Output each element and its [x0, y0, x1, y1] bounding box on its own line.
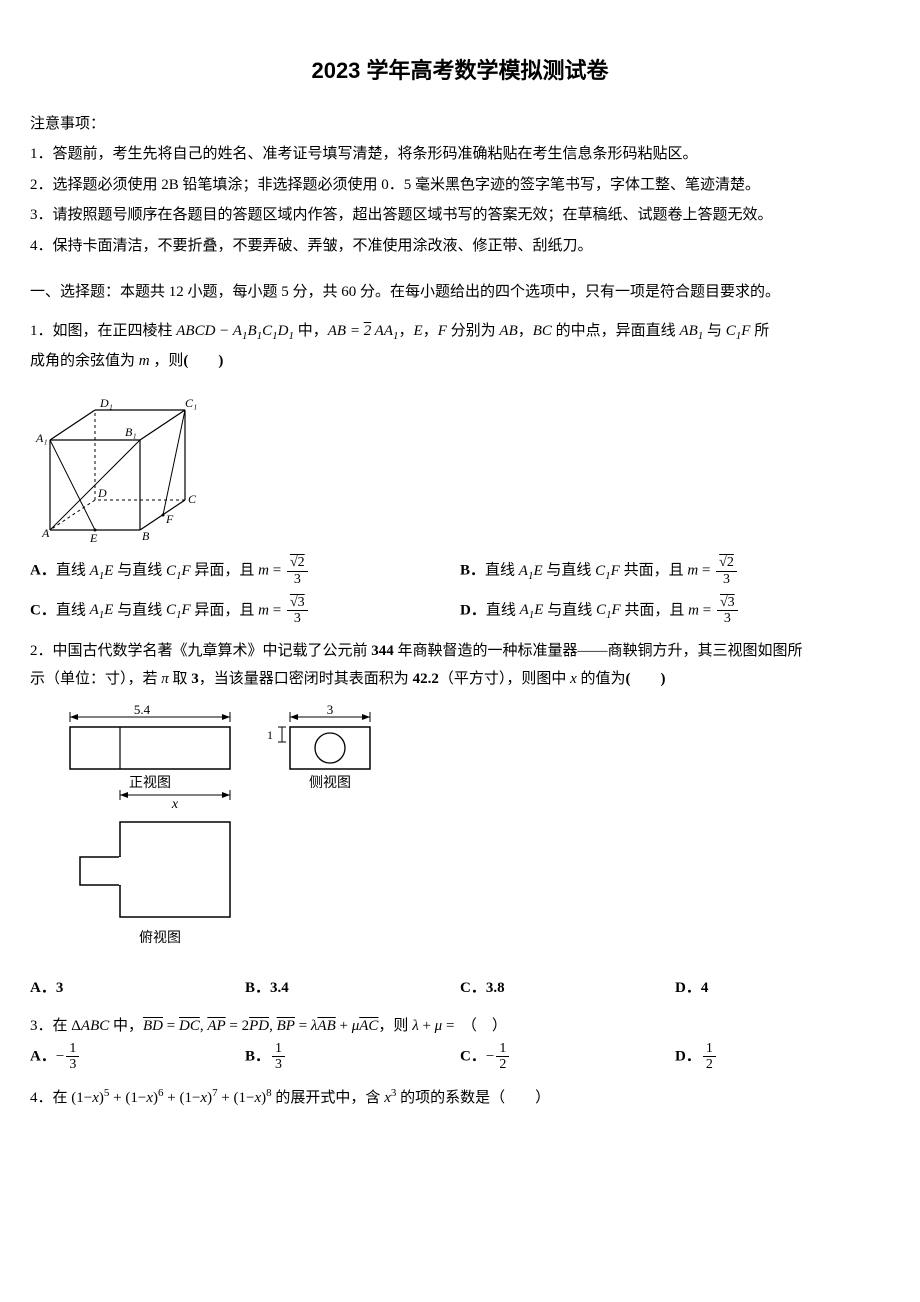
q3-options: A．−13 B．13 C．−12 D．12 [30, 1041, 890, 1073]
q3a-sign: − [56, 1048, 64, 1064]
side-w: 3 [327, 702, 334, 717]
q1-mid1: 中， [294, 323, 328, 339]
q2-opt-c: C．3.8 [460, 974, 675, 1003]
q3-text: 3．在 ΔABC 中，BD = DC, AP = 2PD, BP = λAB +… [30, 1012, 890, 1041]
q3b-den: 3 [272, 1057, 285, 1072]
q1d-num: √3 [720, 595, 735, 610]
q1a-num: √2 [290, 555, 305, 570]
q3c-num: 1 [496, 1041, 509, 1057]
instruction-1: 1．答题前，考生先将自己的姓名、准考证号填写清楚，将条形码准确粘贴在考生信息条形… [30, 140, 890, 169]
q3-opt-c: C．−12 [460, 1041, 675, 1073]
question-4: 4．在 (1−x)5 + (1−x)6 + (1−x)7 + (1−x)8 的展… [30, 1083, 890, 1113]
q4-text: 4．在 (1−x)5 + (1−x)6 + (1−x)7 + (1−x)8 的展… [30, 1083, 890, 1113]
q3c-den: 2 [496, 1057, 509, 1072]
q3b-num: 1 [272, 1041, 285, 1057]
instruction-4: 4．保持卡面清洁，不要折叠，不要弄破、弄皱，不准使用涂改液、修正带、刮纸刀。 [30, 232, 890, 261]
svg-text:F: F [165, 512, 174, 526]
q1d-den: 3 [717, 611, 738, 626]
q3c-sign: − [486, 1048, 494, 1064]
q1-options-row2: C．直线 A1E 与直线 C1F 异面，且 m = √33 D．直线 A1E 与… [30, 595, 890, 627]
q1b-num: √2 [719, 555, 734, 570]
svg-text:A₁: A₁ [35, 431, 48, 445]
q1-opt-b: B．直线 A1E 与直线 C1F 共面，且 m = √23 [460, 555, 890, 587]
q1-opt-c: C．直线 A1E 与直线 C1F 异面，且 m = √33 [30, 595, 460, 627]
q1c-den: 3 [287, 611, 308, 626]
svg-text:A: A [41, 526, 50, 540]
q3-opt-d: D．12 [675, 1041, 890, 1073]
q1-cond: AB = 2 AA1 [328, 323, 399, 339]
q1-opt-a: A．直线 A1E 与直线 C1F 异面，且 m = √23 [30, 555, 460, 587]
q1a-den: 3 [287, 572, 308, 587]
instruction-3: 3．请按照题号顺序在各题目的答题区域内作答，超出答题区域书写的答案无效；在草稿纸… [30, 201, 890, 230]
page-title: 2023 学年高考数学模拟测试卷 [30, 50, 890, 92]
svg-text:D: D [97, 486, 107, 500]
q2-options: A．3 B．3.4 C．3.8 D．4 [30, 974, 890, 1003]
q1c-num: √3 [290, 595, 305, 610]
question-1: 1．如图，在正四棱柱 ABCD − A1B1C1D1 中，AB = 2 AA1，… [30, 317, 890, 627]
svg-text:E: E [89, 531, 98, 545]
q1-pre: 1．如图，在正四棱柱 [30, 323, 176, 339]
q1-line2: 成角的余弦值为 m ，则( ) [30, 347, 890, 376]
svg-text:B₁: B₁ [125, 425, 137, 439]
front-label: 正视图 [129, 775, 171, 791]
q3d-den: 2 [703, 1057, 716, 1072]
q1-text: 1．如图，在正四棱柱 ABCD − A1B1C1D1 中，AB = 2 AA1，… [30, 317, 890, 347]
q2-opt-b: B．3.4 [245, 974, 460, 1003]
front-x: x [171, 797, 179, 812]
q1-options-row1: A．直线 A1E 与直线 C1F 异面，且 m = √23 B．直线 A1E 与… [30, 555, 890, 587]
svg-text:B: B [142, 529, 150, 543]
q2-figure: 5.4 正视图 x 3 [30, 702, 890, 962]
top-label: 俯视图 [139, 930, 181, 946]
q1-opt-d: D．直线 A1E 与直线 C1F 共面，且 m = √33 [460, 595, 890, 627]
q3a-num: 1 [66, 1041, 79, 1057]
instruction-2: 2．选择题必须使用 2B 铅笔填涂；非选择题必须使用 0．5 毫米黑色字迹的签字… [30, 171, 890, 200]
svg-text:C: C [188, 492, 197, 506]
side-h: 1 [267, 728, 273, 742]
q3d-num: 1 [703, 1041, 716, 1057]
svg-text:D₁: D₁ [99, 396, 113, 410]
q1-mid2: ，E，F 分别为 AB，BC 的中点，异面直线 AB1 与 C1F 所 [399, 323, 770, 339]
svg-text:C₁: C₁ [185, 396, 197, 410]
q2-line1: 2．中国古代数学名著《九章算术》中记载了公元前 344 年商鞅督造的一种标准量器… [30, 637, 890, 666]
question-3: 3．在 ΔABC 中，BD = DC, AP = 2PD, BP = λAB +… [30, 1012, 890, 1072]
q2-line2: 示（单位：寸），若 π 取 3，当该量器口密闭时其表面积为 42.2（平方寸），… [30, 665, 890, 694]
question-2: 2．中国古代数学名著《九章算术》中记载了公元前 344 年商鞅督造的一种标准量器… [30, 637, 890, 1003]
section-heading: 一、选择题：本题共 12 小题，每小题 5 分，共 60 分。在每小题给出的四个… [30, 278, 890, 307]
q3-opt-a: A．−13 [30, 1041, 245, 1073]
q2-opt-a: A．3 [30, 974, 245, 1003]
q1b-den: 3 [716, 572, 737, 587]
q3a-den: 3 [66, 1057, 79, 1072]
q1-prism: ABCD − A1B1C1D1 [176, 323, 294, 339]
q3-opt-b: B．13 [245, 1041, 460, 1073]
side-label: 侧视图 [309, 775, 351, 791]
q2-opt-d: D．4 [675, 974, 890, 1003]
front-w: 5.4 [134, 702, 151, 717]
instructions-header: 注意事项： [30, 110, 890, 139]
q1-figure: A B C D A₁ B₁ C₁ D₁ E F [30, 385, 890, 545]
